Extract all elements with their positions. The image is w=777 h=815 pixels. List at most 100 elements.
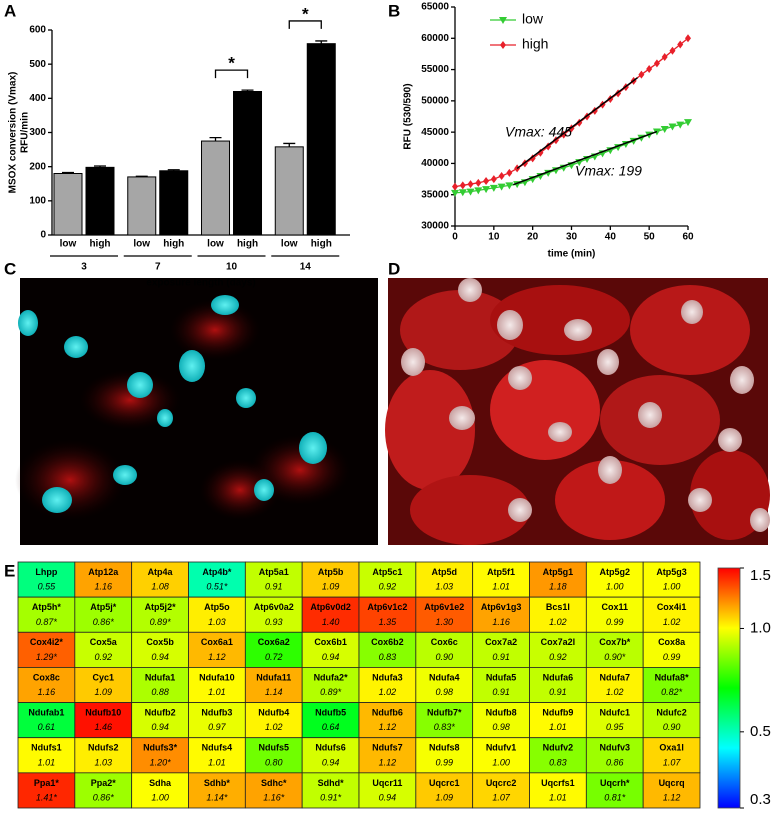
bar xyxy=(53,173,83,236)
value-label: 1.02 xyxy=(379,687,397,697)
heatmap-cell xyxy=(642,772,701,809)
heatmap-cell xyxy=(642,737,701,774)
gene-label: Oxa1l xyxy=(659,743,684,753)
gene-label: Uqcrc1 xyxy=(429,778,460,788)
value-label: 0.90 xyxy=(435,652,453,662)
x-tick-label: high xyxy=(163,239,184,250)
heatmap-cell xyxy=(472,772,530,809)
gene-label: Cox4i2* xyxy=(30,637,64,647)
bar xyxy=(274,146,304,236)
value-label: 0.83 xyxy=(549,757,567,767)
y-tick-label: 35000 xyxy=(421,189,449,200)
value-label: 1.41* xyxy=(36,793,58,803)
value-label: 0.91 xyxy=(492,652,510,662)
gene-label: Uqcrq xyxy=(659,778,685,788)
value-label: 1.01 xyxy=(492,582,510,592)
gene-label: Atp4a xyxy=(148,567,174,577)
gene-label: Atp5o xyxy=(204,602,230,612)
annotation: Vmax: 199 xyxy=(575,163,642,179)
heatmap-cell xyxy=(74,772,133,809)
value-label: 0.94 xyxy=(151,722,169,732)
gene-label: Atp5c1 xyxy=(372,567,402,577)
panel-label: C xyxy=(4,259,16,278)
gene-label: Cox6a2 xyxy=(258,637,290,647)
value-label: 1.12 xyxy=(208,652,226,662)
heatmap-cell xyxy=(74,631,133,668)
marker xyxy=(497,183,506,191)
gene-label: Ndufs7 xyxy=(372,743,403,753)
value-label: 1.07 xyxy=(663,757,682,767)
heatmap-cell xyxy=(17,631,76,668)
value-label: 0.99 xyxy=(435,757,453,767)
heatmap-cell xyxy=(244,667,303,703)
marker xyxy=(489,184,498,192)
gene-label: Cox8c xyxy=(33,672,60,682)
value-label: 1.09 xyxy=(94,687,112,697)
gene-label: Sdhb* xyxy=(204,778,230,788)
gene-label: Ndufb8 xyxy=(486,707,517,717)
colorbar-tick-label: 1.5 xyxy=(750,567,771,584)
heatmap-cell xyxy=(585,772,644,809)
marker xyxy=(458,189,467,197)
value-label: 0.90* xyxy=(604,652,626,662)
heatmap-cell xyxy=(415,772,474,809)
heatmap-cell xyxy=(472,702,530,739)
gene-label: Ppa1* xyxy=(34,778,60,788)
x-tick-label: low xyxy=(207,239,224,250)
value-label: 0.86* xyxy=(93,793,115,803)
marker xyxy=(498,171,505,180)
gene-label: Ndufa10 xyxy=(199,672,235,682)
heatmap-cell xyxy=(642,631,701,668)
marker xyxy=(505,182,514,190)
gene-label: Ndufs6 xyxy=(315,743,346,753)
value-label: 1.29* xyxy=(36,652,58,662)
y-tick-label: 100 xyxy=(29,195,46,206)
value-label: 1.03 xyxy=(94,757,112,767)
panel-label: E xyxy=(4,561,15,580)
y-tick-label: 65000 xyxy=(421,2,449,13)
heatmap-cell xyxy=(415,702,474,739)
gene-label: Ndufa11 xyxy=(256,672,291,682)
significance-label: * xyxy=(228,54,235,73)
gene-label: Ndufb7* xyxy=(427,707,462,717)
y-tick-label: 200 xyxy=(29,161,46,172)
value-label: 0.92 xyxy=(379,582,397,592)
colorbar-tick-label: 1.0 xyxy=(750,619,771,636)
gene-label: Ndufb9 xyxy=(542,707,573,717)
value-label: 1.14 xyxy=(265,687,283,697)
value-label: 1.35 xyxy=(379,617,398,627)
gene-label: Atp4b* xyxy=(202,567,231,577)
heatmap-cell xyxy=(131,702,189,739)
heatmap-cell xyxy=(301,561,360,598)
gene-label: Atp12a xyxy=(88,567,119,577)
y-tick-label: 0 xyxy=(40,230,46,241)
gene-label: Ndufv2 xyxy=(543,743,574,753)
gene-label: Uqcrc2 xyxy=(486,778,517,788)
gene-label: Ndufs1 xyxy=(31,743,62,753)
heatmap-cell xyxy=(74,737,133,774)
gene-label: Sdha xyxy=(149,778,172,788)
value-label: 0.86* xyxy=(93,617,115,627)
marker xyxy=(466,188,475,196)
value-label: 1.01 xyxy=(38,757,56,767)
heatmap-cell xyxy=(244,737,303,774)
annotation: Vmax: 445 xyxy=(505,124,572,140)
y-tick-label: 50000 xyxy=(421,95,449,106)
heatmap-cell xyxy=(74,702,133,739)
heatmap-cell xyxy=(585,737,644,774)
marker xyxy=(638,70,645,79)
gene-label: Ndufab1 xyxy=(28,707,64,717)
gene-label: Cox6c xyxy=(431,637,458,647)
gene-label: Ppa2* xyxy=(91,778,117,788)
gene-label: Cox6b2 xyxy=(371,637,404,647)
heatmap-cell xyxy=(472,631,530,668)
heatmap-cell xyxy=(131,631,189,668)
heatmap-cell xyxy=(472,561,530,598)
y-tick-label: 300 xyxy=(29,127,46,138)
value-label: 0.86 xyxy=(606,757,624,767)
bar xyxy=(159,170,189,236)
fit-line xyxy=(512,130,658,186)
gene-label: Ndufa4 xyxy=(429,672,460,682)
panel-label: D xyxy=(388,259,400,278)
